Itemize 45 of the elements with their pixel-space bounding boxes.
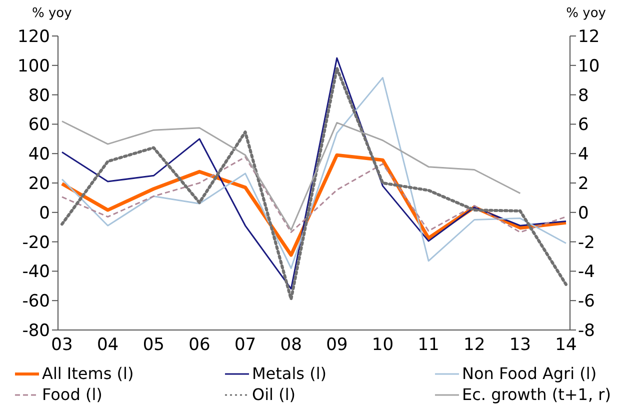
line-series xyxy=(61,156,567,233)
x-tick-label: 14 xyxy=(555,335,577,356)
y2-axis-title: % yoy xyxy=(566,6,606,21)
y-axis-title: % yoy xyxy=(32,6,72,21)
legend-label: Oil (l) xyxy=(252,385,296,404)
x-tick-label: 12 xyxy=(464,335,486,356)
y-tick-label: -20 xyxy=(22,232,50,253)
x-tick-label: 09 xyxy=(326,335,348,356)
legend-label: All Items (l) xyxy=(42,364,134,383)
y-tick-label: 120 xyxy=(18,27,50,48)
y2-tick-label: -8 xyxy=(578,321,595,342)
legend-label: Food (l) xyxy=(42,385,102,404)
y2-tick-label: -6 xyxy=(578,292,595,312)
y2-tick-label: 0 xyxy=(578,203,589,224)
x-tick-label: 13 xyxy=(509,335,531,356)
y-tick-label: -60 xyxy=(22,292,50,312)
y2-tick-label: 4 xyxy=(578,144,589,165)
x-tick-label: 10 xyxy=(372,335,394,356)
y2-tick-label: 12 xyxy=(578,27,600,48)
y2-tick-label: 2 xyxy=(578,174,589,194)
x-tick-label: 03 xyxy=(51,335,73,356)
y2-tick-label: 8 xyxy=(578,86,589,106)
legend-label: Ec. growth (t+1, r) xyxy=(462,385,611,404)
y-tick-label: 80 xyxy=(28,86,50,106)
legend-label: Metals (l) xyxy=(252,364,327,383)
y2-tick-label: 10 xyxy=(578,56,600,76)
x-tick-label: 05 xyxy=(142,335,164,356)
x-tick-label: 11 xyxy=(418,335,440,356)
y-tick-label: 60 xyxy=(28,115,50,136)
x-tick-label: 06 xyxy=(188,335,210,356)
x-tick-label: 07 xyxy=(234,335,256,356)
y2-tick-label: -4 xyxy=(578,262,595,282)
y2-tick-label: 6 xyxy=(578,115,589,136)
y-tick-label: 100 xyxy=(18,56,50,76)
y-tick-label: 20 xyxy=(28,174,50,194)
line-series xyxy=(61,77,567,270)
legend-label: Non Food Agri (l) xyxy=(462,364,597,383)
y-tick-label: -80 xyxy=(22,321,50,342)
line-series xyxy=(61,120,521,231)
y-tick-label: 40 xyxy=(28,144,50,165)
x-tick-label: 04 xyxy=(97,335,119,356)
x-tick-label: 08 xyxy=(280,335,302,356)
y2-tick-label: -2 xyxy=(578,232,595,253)
y-tick-label: -40 xyxy=(22,262,50,282)
y-tick-label: 0 xyxy=(39,203,50,224)
